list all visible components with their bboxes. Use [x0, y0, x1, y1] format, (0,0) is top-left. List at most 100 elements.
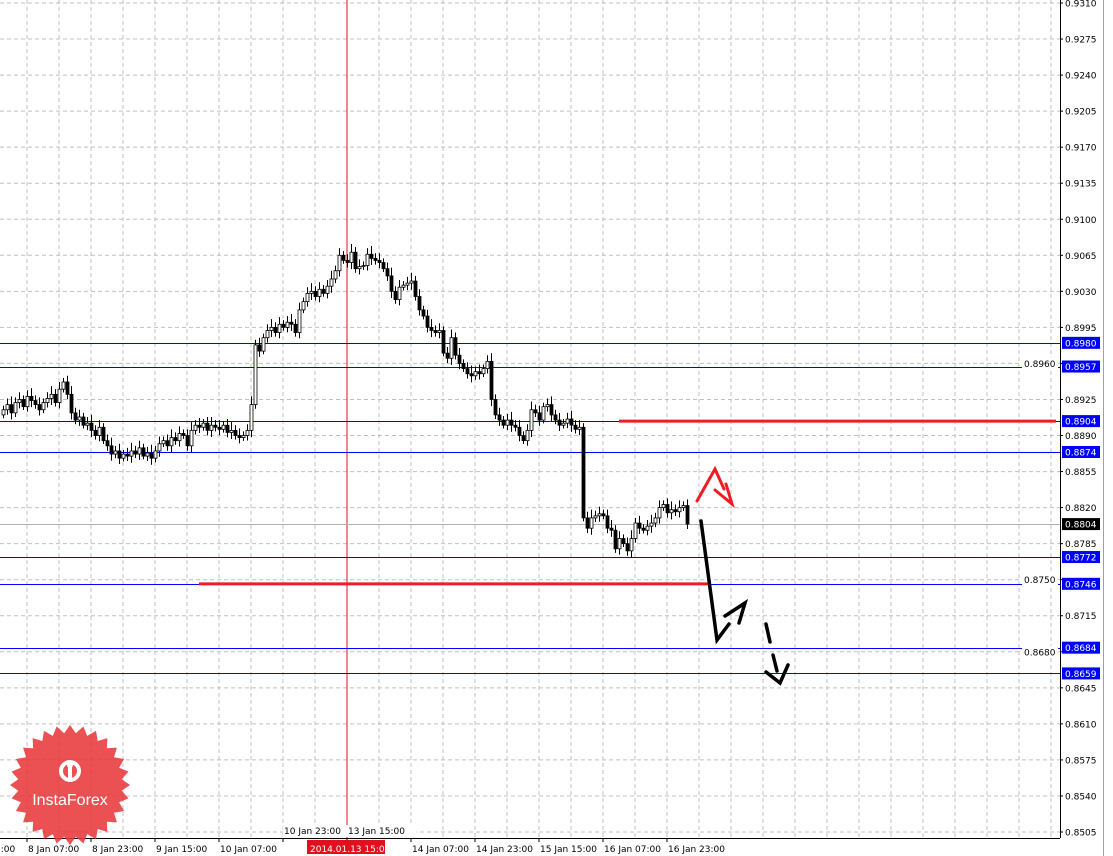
candle-bullish — [241, 435, 246, 438]
candle-bullish — [409, 280, 414, 284]
level-price-label: 0.8904 — [1065, 418, 1097, 428]
level-price-label-box — [1062, 360, 1100, 373]
candle-bearish — [53, 393, 58, 403]
level-price-label-box — [1062, 551, 1100, 564]
candle-bearish — [601, 513, 606, 517]
candle-bullish — [565, 418, 570, 424]
candle-bearish — [29, 395, 34, 401]
candle-bearish — [377, 260, 382, 263]
candle-bearish — [573, 424, 578, 430]
candle-bearish — [429, 326, 434, 331]
candle-bearish — [105, 440, 110, 447]
x-tick-label: 10 Jan 07:00 — [220, 845, 277, 855]
candle-bearish — [89, 422, 94, 431]
candle-bullish — [297, 309, 302, 333]
candle-bearish — [125, 453, 130, 457]
candle-bullish — [61, 381, 66, 390]
level-price-label-box — [1062, 415, 1100, 428]
candle-bearish — [149, 452, 154, 459]
logo-gear-icon — [59, 760, 81, 782]
candle-bullish — [269, 326, 274, 331]
candle-bearish — [257, 344, 262, 352]
candle-bearish — [465, 368, 470, 375]
candle-bullish — [193, 424, 198, 431]
candle-bearish — [581, 426, 586, 519]
candle-bullish — [309, 290, 314, 294]
candle-bearish — [289, 321, 294, 325]
candle-bearish — [605, 515, 610, 529]
y-tick-label: 0.9030 — [1065, 288, 1097, 298]
y-tick-label: 0.8715 — [1065, 612, 1097, 622]
support-resistance-levels — [0, 343, 1060, 674]
candle-bullish — [629, 538, 634, 552]
crosshair-date-label: 2014.01.13 15:00 — [310, 845, 391, 855]
candle-bullish — [201, 422, 206, 428]
candle-bearish — [477, 371, 482, 375]
candle-bearish — [197, 424, 202, 428]
candle-bullish — [25, 395, 30, 408]
instaforex-logo: InstaForex — [10, 725, 130, 845]
x-tick-label: 8 Jan 23:00 — [92, 845, 144, 855]
candle-bullish — [593, 515, 598, 519]
candle-bullish — [681, 505, 686, 509]
candle-bearish — [445, 352, 450, 359]
level-price-label-box — [1062, 667, 1100, 680]
candle-bullish — [209, 424, 214, 431]
candle-bullish — [405, 282, 410, 286]
candle-bearish — [381, 262, 386, 270]
candle-bullish — [97, 426, 102, 436]
logo-starburst — [10, 725, 130, 845]
forecast-arrows — [695, 465, 790, 686]
candle-bearish — [81, 416, 86, 426]
candle-bullish — [169, 437, 174, 447]
x-tick-label: 16 Jan 07:00 — [604, 845, 661, 855]
candle-bearish — [273, 326, 278, 333]
red-reversal-arrow — [695, 465, 735, 509]
level-price-label: 0.8684 — [1065, 644, 1097, 654]
candle-bullish — [541, 406, 546, 421]
candle-bearish — [69, 393, 74, 414]
y-tick-label: 0.9310 — [1065, 0, 1097, 10]
y-tick-label: 0.9065 — [1065, 252, 1097, 262]
candle-bullish — [337, 254, 342, 272]
candle-bullish — [401, 284, 406, 288]
candle-bullish — [253, 344, 258, 406]
candle-bullish — [57, 388, 62, 403]
x-tick-label-backing — [347, 825, 417, 837]
candle-bearish — [569, 418, 574, 426]
candle-bearish — [417, 296, 422, 311]
candle-bearish — [433, 330, 438, 333]
candle-bearish — [425, 315, 430, 328]
grid — [0, 0, 1060, 838]
candle-bullish — [85, 422, 90, 426]
y-tick-label: 0.8680 — [1024, 648, 1056, 658]
candle-bearish — [109, 445, 114, 455]
candle-bearish — [133, 450, 138, 455]
candle-bearish — [557, 419, 562, 426]
x-tick-label: 9 Jan 15:00 — [156, 845, 208, 855]
level-price-label: 0.8874 — [1065, 448, 1097, 458]
candle-bearish — [621, 538, 626, 545]
candle-bearish — [497, 414, 502, 421]
candle-bullish — [189, 429, 194, 447]
candle-bearish — [413, 280, 418, 297]
candle-bearish — [517, 426, 522, 436]
candle-bullish — [45, 398, 50, 403]
candle-bullish — [661, 504, 666, 509]
candle-bearish — [65, 381, 70, 395]
candle-bearish — [141, 447, 146, 457]
candle-bullish — [437, 330, 442, 333]
candle-bearish — [321, 288, 326, 294]
x-tick-label: 10 Jan 23:00 — [284, 827, 341, 837]
candle-bullish — [317, 288, 322, 297]
candle-bearish — [9, 404, 14, 414]
x-tick-label: 14 Jan 07:00 — [412, 845, 469, 855]
candle-bearish — [21, 399, 26, 408]
candle-bullish — [261, 337, 266, 352]
candle-bullish — [157, 443, 162, 452]
candle-bearish — [345, 260, 350, 263]
time-axis-background — [0, 838, 1113, 856]
candle-bullish — [121, 453, 126, 459]
candle-bearish — [185, 435, 190, 447]
